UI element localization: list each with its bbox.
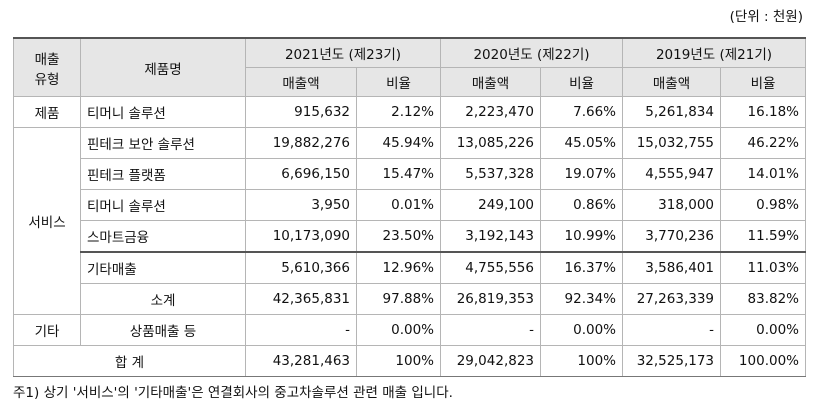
value-cell: 10,173,090 [245, 220, 357, 253]
value-cell: 100.00% [720, 345, 806, 377]
value-cell: 97.88% [356, 283, 441, 315]
value-cell: 19,882,276 [245, 127, 357, 159]
value-cell: 92.34% [540, 283, 623, 315]
value-cell: 16.18% [720, 96, 806, 128]
value-cell: 45.94% [356, 127, 441, 159]
value-cell: - [245, 314, 357, 346]
item-cell: 소계 [80, 283, 246, 315]
value-cell: 42,365,831 [245, 283, 357, 315]
footnote: 주1) 상기 '서비스'의 '기타매출'은 연결회사의 중고차솔루션 관련 매출… [13, 385, 453, 401]
sales-table: 매출 유형 제품명 2021년도 (제23기) 2020년도 (제22기) 20… [13, 37, 806, 377]
table-row: 서비스 핀테크 보안 솔루션 19,882,276 45.94% 13,085,226 4… [13, 127, 806, 315]
value-cell: 16.37% [540, 251, 623, 284]
table-row: 제품 티머니 솔루션 915,632 2.12% 2,223,470 7.66% 5,261… [13, 96, 806, 128]
value-cell: 43,281,463 [245, 345, 357, 377]
value-cell: 0.01% [356, 189, 441, 221]
value-cell: 3,192,143 [440, 220, 541, 253]
total-label: 합 계 [13, 345, 246, 377]
group-cell: 서비스 [13, 127, 81, 315]
value-cell: 14.01% [720, 158, 806, 190]
item-cell: 핀테크 보안 솔루션 [80, 127, 246, 159]
value-cell: 29,042,823 [440, 345, 541, 377]
value-cell: - [622, 314, 721, 346]
value-cell: 27,263,339 [622, 283, 721, 315]
value-cell: 26,819,353 [440, 283, 541, 315]
value-cell: 10.99% [540, 220, 623, 253]
value-cell: 3,770,236 [622, 220, 721, 253]
table-row: 소계 42,365,831 97.88% 26,819,353 92.34% 27,263… [14, 283, 806, 315]
table-row: 티머니 솔루션 3,950 0.01% 249,100 0.86% 318,000 0.98… [14, 189, 806, 221]
value-cell: 23.50% [356, 220, 441, 253]
table-row: 스마트금융 10,173,090 23.50% 3,192,143 10.99% 3,77… [14, 220, 806, 253]
header-row: 매출액 비율 매출액 비율 매출액 비율 [14, 67, 806, 97]
item-cell: 핀테크 플랫폼 [80, 158, 246, 190]
value-cell: 0.86% [540, 189, 623, 221]
value-cell: 3,950 [245, 189, 357, 221]
value-cell: 915,632 [245, 96, 357, 128]
value-cell: 0.98% [720, 189, 806, 221]
value-cell: 100% [540, 345, 623, 377]
group-cell: 제품 [13, 96, 81, 128]
header-cell: 비율 [356, 67, 441, 97]
value-cell: 12.96% [356, 251, 441, 284]
value-cell: 0.00% [720, 314, 806, 346]
value-cell: - [440, 314, 541, 346]
value-cell: 4,555,947 [622, 158, 721, 190]
value-cell: 11.59% [720, 220, 806, 253]
header-cell: 2019년도 (제21기) [622, 37, 806, 68]
header-cell: 2020년도 (제22기) [440, 37, 623, 68]
item-cell: 티머니 솔루션 [80, 96, 246, 128]
value-cell: 45.05% [540, 127, 623, 159]
total-row: 합 계 43,281,463 100% 29,042,823 100% 32,525,17… [13, 345, 806, 377]
value-cell: 2,223,470 [440, 96, 541, 128]
value-cell: 19.07% [540, 158, 623, 190]
item-cell: 스마트금융 [80, 220, 246, 253]
table-row: 기타 상품매출 등 -0.00% -0.00% -0.00% [13, 314, 806, 346]
value-cell: 32,525,173 [622, 345, 721, 377]
header-cell: 비율 [720, 67, 806, 97]
value-cell: 5,537,328 [440, 158, 541, 190]
item-cell: 티머니 솔루션 [80, 189, 246, 221]
value-cell: 100% [356, 345, 441, 377]
value-cell: 13,085,226 [440, 127, 541, 159]
value-cell: 6,696,150 [245, 158, 357, 190]
unit-label: (단위 : 천원) [729, 9, 803, 25]
value-cell: 11.03% [720, 251, 806, 284]
value-cell: 15.47% [356, 158, 441, 190]
item-cell: 기타매출 [80, 251, 246, 284]
item-cell: 상품매출 등 [80, 314, 246, 346]
table-row: 기타매출 5,610,366 12.96% 4,755,556 16.37% 3,586,… [14, 251, 806, 284]
value-cell: 5,610,366 [245, 251, 357, 284]
header-cell: 매출 유형 [13, 37, 81, 97]
value-cell: 83.82% [720, 283, 806, 315]
value-cell: 5,261,834 [622, 96, 721, 128]
value-cell: 249,100 [440, 189, 541, 221]
value-cell: 7.66% [540, 96, 623, 128]
table-row: 핀테크 플랫폼 6,696,150 15.47% 5,537,328 19.07% 4,5… [14, 158, 806, 190]
header-row: 매출 유형 제품명 2021년도 (제23기) 2020년도 (제22기) 20… [13, 37, 806, 97]
header-cell: 2021년도 (제23기) [245, 37, 441, 68]
value-cell: 15,032,755 [622, 127, 721, 159]
value-cell: 2.12% [356, 96, 441, 128]
value-cell: 46.22% [720, 127, 806, 159]
value-cell: 0.00% [540, 314, 623, 346]
header-cell: 매출액 [622, 67, 721, 97]
value-cell: 3,586,401 [622, 251, 721, 284]
header-cell: 매출액 [440, 67, 541, 97]
value-cell: 0.00% [356, 314, 441, 346]
value-cell: 318,000 [622, 189, 721, 221]
value-cell: 4,755,556 [440, 251, 541, 284]
header-cell: 매출액 [245, 67, 357, 97]
header-cell: 제품명 [80, 37, 246, 97]
header-cell: 비율 [540, 67, 623, 97]
group-cell: 기타 [13, 314, 81, 346]
